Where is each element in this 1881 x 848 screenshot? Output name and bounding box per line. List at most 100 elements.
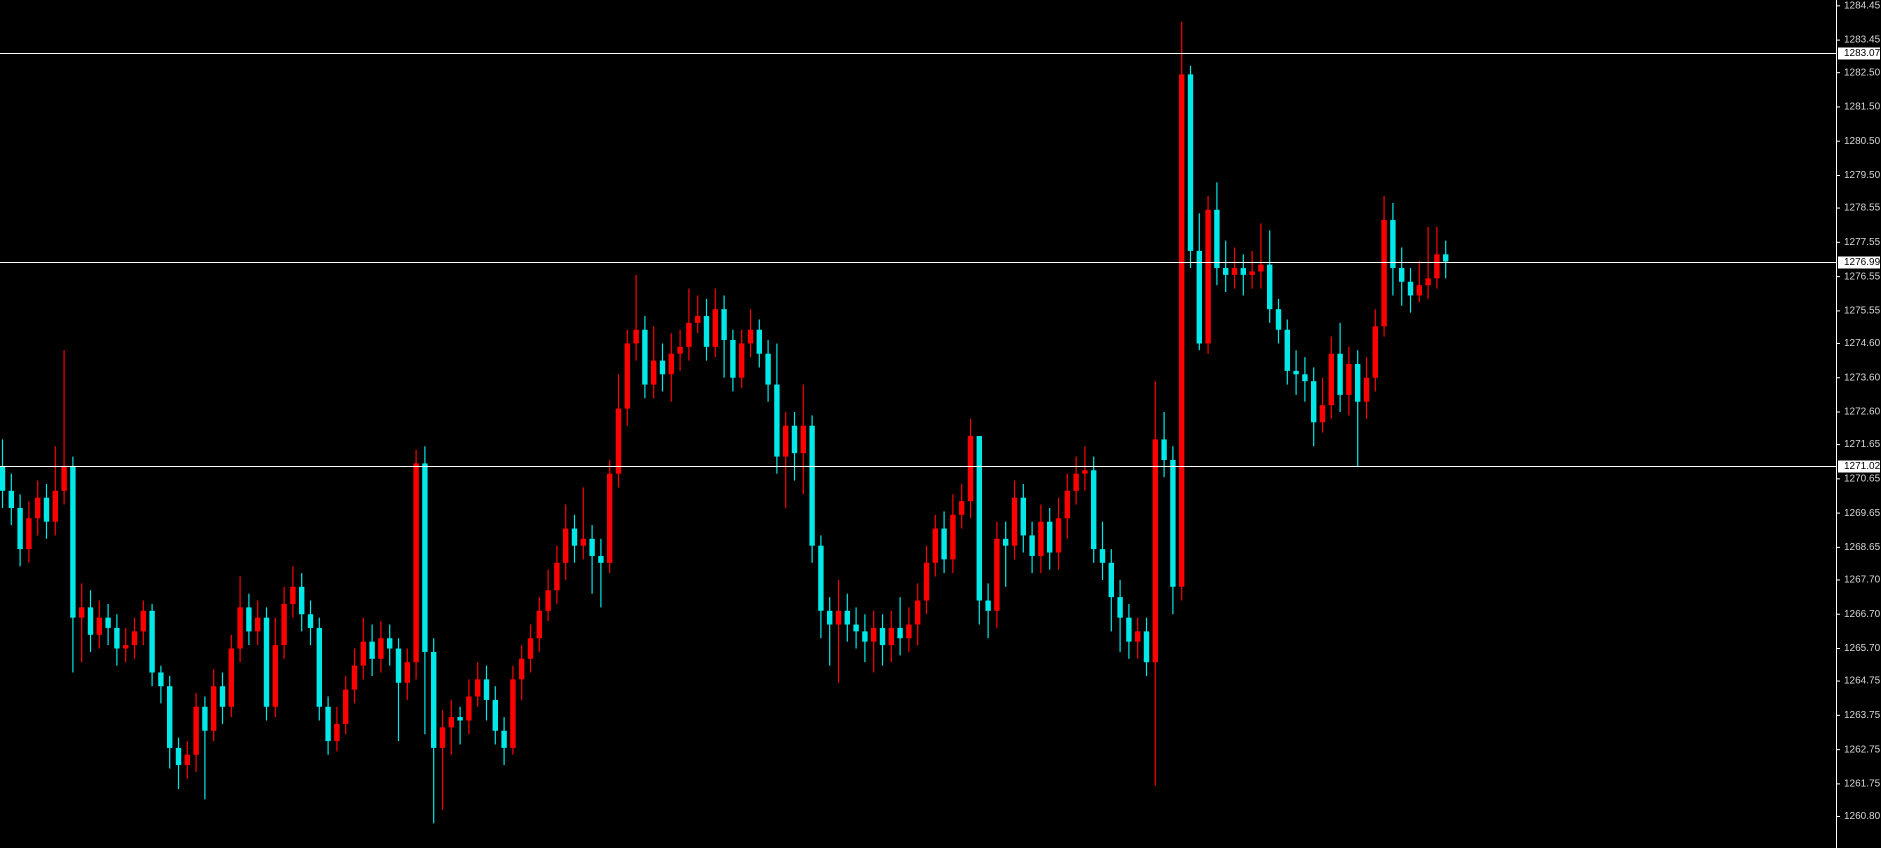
y-tick-label: 1262.75 (1844, 744, 1881, 755)
candle-body (1170, 459, 1176, 587)
y-tick-label: 1276.55 (1844, 271, 1881, 282)
candle-body (193, 706, 199, 755)
candle-body (1135, 631, 1141, 642)
candle-body (800, 425, 806, 454)
candle-body (1108, 562, 1114, 598)
candle-body (633, 329, 639, 344)
candle-body (747, 329, 754, 344)
y-tick-label: 1274.60 (1844, 338, 1881, 349)
y-tick-label: 1281.50 (1844, 102, 1881, 113)
candle-body (1029, 535, 1035, 556)
candle-body (1073, 473, 1079, 491)
candle-body (659, 360, 666, 375)
candle-body (1196, 250, 1202, 344)
candle-body (1372, 326, 1378, 378)
candle-body (114, 627, 120, 649)
candle-body (140, 610, 146, 632)
candle-body (818, 545, 824, 611)
y-tick-label: 1284.45 (1844, 0, 1881, 11)
candle-body (35, 497, 41, 519)
price-level-label: 1283.07 (1844, 48, 1881, 59)
candle-body (351, 665, 358, 690)
candle-body (976, 435, 982, 601)
y-tick-label: 1264.75 (1844, 676, 1881, 687)
candle-body (1214, 209, 1220, 269)
candle-body (149, 610, 155, 673)
candle-body (941, 528, 947, 560)
candle-body (897, 627, 903, 639)
candle-body (563, 528, 569, 563)
candle-body (211, 686, 217, 731)
candle-body (950, 514, 956, 560)
candle-body (448, 717, 454, 728)
y-tick-label: 1273.60 (1844, 372, 1881, 383)
price-level-label: 1271.02 (1844, 461, 1881, 472)
y-tick-label: 1260.80 (1844, 811, 1881, 822)
candle-body (1223, 268, 1229, 275)
candle-body (299, 586, 305, 615)
y-tick-label: 1267.70 (1844, 575, 1881, 586)
candle-body (387, 638, 393, 649)
candle-body (730, 340, 736, 378)
candle-body (607, 473, 613, 563)
candle-body (483, 679, 490, 700)
candle-body (783, 425, 789, 457)
candle-body (1011, 497, 1018, 546)
candle-body (1055, 518, 1062, 553)
candle-body (1337, 353, 1343, 395)
y-tick-label: 1282.50 (1844, 67, 1881, 78)
candle-body (52, 490, 58, 522)
candle-body (1293, 370, 1299, 375)
y-tick-label: 1279.50 (1844, 170, 1881, 181)
candle-body (1003, 538, 1009, 546)
candle-body (1319, 405, 1326, 423)
candle-body (651, 360, 657, 385)
candle-body (431, 651, 437, 748)
candle-body (1399, 268, 1405, 282)
candle-body (1117, 597, 1123, 618)
candle-body (184, 754, 190, 766)
candle-body (1328, 353, 1334, 406)
candle-body (774, 384, 780, 457)
candle-body (369, 641, 375, 659)
y-tick-label: 1283.45 (1844, 35, 1881, 46)
candle-body (906, 624, 912, 639)
candle-body (994, 538, 1000, 611)
candle-body (959, 501, 965, 515)
candle-body (1152, 439, 1158, 663)
candle-body (79, 607, 85, 618)
candle-body (378, 638, 384, 659)
candle-body (158, 672, 164, 687)
candle-body (879, 627, 886, 646)
candle-body (721, 309, 727, 341)
candle-body (61, 466, 67, 491)
candle-body (1355, 364, 1361, 402)
candle-body (677, 346, 683, 354)
candle-body (1047, 521, 1053, 553)
candle-body (668, 353, 674, 375)
candle-body (923, 562, 930, 601)
candle-body (1020, 497, 1026, 536)
candle-body (237, 607, 243, 649)
y-tick-label: 1272.60 (1844, 407, 1881, 418)
y-tick-label: 1271.65 (1844, 439, 1881, 450)
candle-body (1434, 254, 1440, 279)
candle-body (1187, 74, 1194, 251)
candle-body (1284, 329, 1290, 371)
candle-body (1038, 521, 1044, 556)
candle-body (26, 518, 32, 550)
candle-body (932, 528, 938, 563)
candle-body (175, 747, 182, 766)
y-tick-label: 1278.55 (1844, 203, 1881, 214)
candle-body (131, 631, 138, 646)
candle-body (686, 322, 692, 347)
candle-body (1143, 631, 1150, 663)
candle-body (739, 343, 745, 378)
candle-body (1064, 490, 1070, 519)
candle-body (844, 610, 850, 625)
candle-body (202, 706, 208, 731)
y-tick-label: 1268.65 (1844, 542, 1881, 553)
candle-body (255, 617, 261, 632)
